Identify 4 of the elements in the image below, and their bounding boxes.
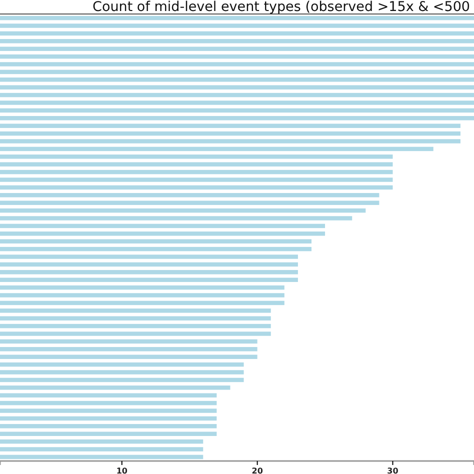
x-tick-label: 30	[387, 466, 399, 474]
x-tick-label: 10	[116, 466, 128, 474]
x-tick-label: 20	[252, 466, 264, 474]
chart-title: Count of mid-level event types (observed >15x & <500	[92, 0, 470, 15]
